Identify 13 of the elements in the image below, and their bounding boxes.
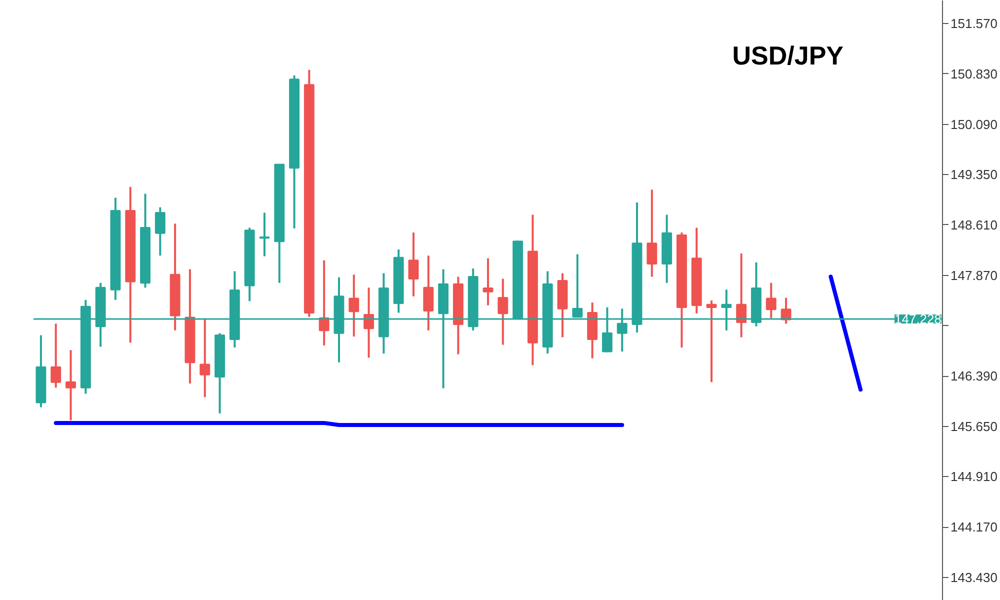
y-tick-label: 150.830 — [950, 66, 998, 82]
y-tick-label: 151.570 — [950, 16, 998, 32]
y-tick-label: 144.170 — [950, 520, 998, 535]
y-tick-label: 144.910 — [950, 469, 998, 484]
y-tick-label: 146.390 — [950, 368, 998, 384]
y-tick-label: 149.350 — [950, 167, 998, 182]
y-tick-label: 147.870 — [950, 268, 998, 283]
ref-line-label: 147.228 — [894, 312, 942, 327]
y-tick-label: 148.610 — [950, 217, 998, 232]
text: USD/JPY — [732, 40, 844, 70]
y-tick-label: 145.650 — [950, 418, 998, 434]
y-tick-label: 150.090 — [950, 116, 998, 132]
y-tick-label: 143.430 — [950, 570, 998, 585]
